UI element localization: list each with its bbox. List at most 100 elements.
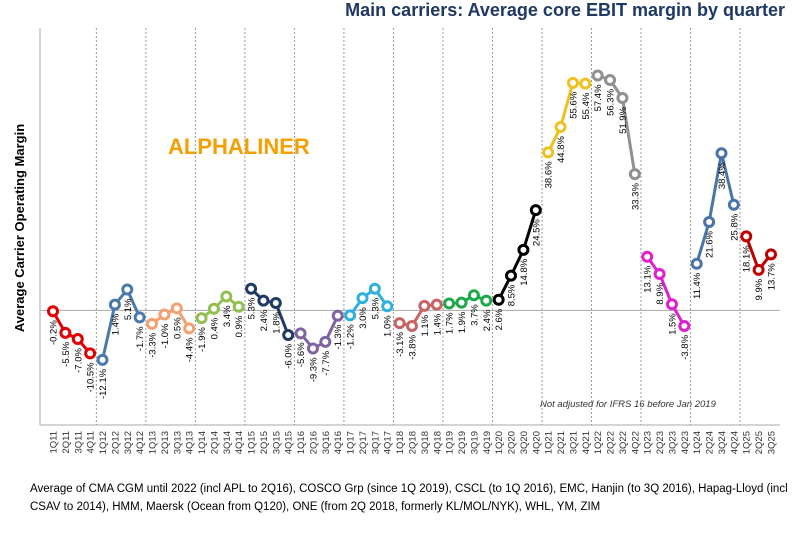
value-label: -1.2% [346,324,357,349]
x-tick-label: 4Q18 [432,431,443,454]
point [146,317,159,330]
value-label: 2.4% [259,309,270,331]
x-tick-label: 4Q11 [86,431,97,454]
point [121,283,134,296]
value-label: 5.1% [123,298,134,320]
point [294,327,307,340]
value-label: 1.8% [271,311,282,333]
value-label: 8.5% [507,284,518,306]
x-tick-label: 2Q13 [160,431,171,454]
x-tick-label: 2Q18 [408,431,419,454]
value-label: 1.9% [457,311,468,333]
value-label: 1.7% [445,312,456,334]
x-tick-label: 1Q22 [593,431,604,454]
value-label: 1.5% [667,313,678,335]
x-tick-label: 3Q25 [767,431,778,454]
x-tick-label: 4Q23 [680,431,691,454]
value-label: -3.3% [148,332,159,357]
line-segment [101,286,142,361]
value-label: 14.8% [519,258,530,285]
point [418,299,431,312]
x-tick-label: 4Q24 [729,431,740,454]
x-tick-label: 2Q20 [507,431,518,454]
footnote: Average of CMA CGM until 2022 (incl APL … [30,483,788,513]
point [257,294,270,307]
point [703,215,716,228]
line-segment [299,315,340,351]
point [245,282,258,295]
x-tick-label: 3Q21 [568,431,579,454]
x-tick-label: 3Q20 [519,431,530,454]
x-tick-label: 3Q13 [172,431,183,454]
point [393,317,406,330]
watermark: ALPHALINER [168,134,310,159]
point [133,311,146,324]
point [183,322,196,335]
line-segment [151,306,191,330]
point [604,73,617,86]
x-tick-label: 2Q14 [209,431,220,454]
value-label: 24.5% [531,219,542,246]
x-tick-label: 1Q19 [445,431,456,454]
point [170,302,183,315]
value-label: -5.6% [296,342,307,367]
point [344,309,357,322]
x-tick-label: 2Q16 [308,431,319,454]
x-tick-label: 3Q12 [123,431,134,454]
x-tick-label: 2Q23 [655,431,666,454]
point [678,319,691,332]
value-label: 2.4% [482,309,493,331]
point [71,333,84,346]
point [752,263,765,276]
line-segment [497,209,538,301]
value-label: -6.0% [284,343,295,368]
x-tick-label: 4Q12 [135,431,146,454]
x-tick-label: 1Q15 [247,431,258,454]
x-tick-label: 2Q24 [705,431,716,454]
x-tick-label: 2Q21 [556,431,567,454]
line-segment [546,81,586,154]
x-tick-label: 3Q16 [321,431,332,454]
point [406,319,418,332]
x-tick-label: 1Q13 [148,431,159,454]
line-segment [597,74,637,175]
point [195,312,208,325]
point [517,243,530,256]
point [232,300,245,313]
value-label: 3.4% [222,305,233,327]
point [96,353,109,366]
x-tick-label: 2Q22 [606,431,617,454]
value-label: -5.5% [61,341,72,366]
line-segment [645,255,686,327]
line-segment [200,294,240,320]
x-tick-label: 2Q12 [110,431,121,454]
value-label: 57.4% [593,84,604,111]
value-label: 1.0% [383,315,394,337]
x-tick-label: 4Q19 [482,431,493,454]
value-label: 2.6% [494,308,505,330]
value-label: -1.0% [160,323,171,348]
value-label: 0.5% [172,317,183,339]
x-tick-label: 4Q22 [630,431,641,454]
value-label: 5.3% [370,297,381,319]
point [331,309,344,322]
x-tick-label: 3Q14 [222,431,233,454]
point [269,297,282,310]
x-tick-label: 1Q20 [494,431,505,454]
value-label: 56.3% [606,88,617,115]
point [59,326,72,339]
point [628,168,641,181]
value-label: 8.9% [655,282,666,304]
point [740,230,753,243]
x-tick-label: 3Q23 [667,431,678,454]
value-label: -3.1% [395,332,406,357]
point [566,76,579,89]
x-tick-label: 1Q21 [544,431,555,454]
value-label: 0.4% [209,317,220,339]
value-label: 33.3% [630,183,641,210]
x-tick-label: 1Q16 [296,431,307,454]
value-label: -3.8% [680,334,691,359]
point [765,248,777,261]
line-segment [51,310,92,355]
